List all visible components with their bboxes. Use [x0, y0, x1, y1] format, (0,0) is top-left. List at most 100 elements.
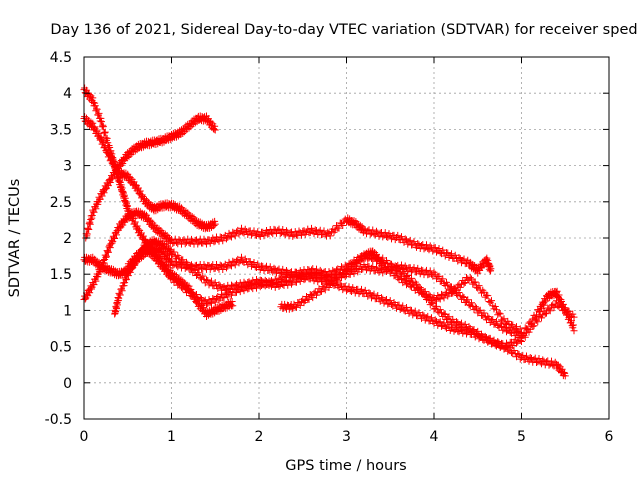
data-point	[541, 310, 549, 318]
data-point	[183, 258, 190, 266]
data-point	[519, 351, 527, 359]
data-point	[379, 269, 387, 277]
data-point	[529, 322, 537, 330]
data-point	[260, 232, 268, 240]
data-point	[103, 134, 111, 142]
data-point	[249, 285, 257, 293]
data-point	[101, 128, 109, 136]
data-point	[180, 282, 188, 290]
data-point	[516, 336, 524, 344]
data-point	[291, 228, 299, 236]
data-point	[291, 303, 299, 311]
data-point	[116, 291, 124, 299]
data-point	[435, 244, 443, 252]
data-point	[215, 281, 223, 289]
data-point	[238, 253, 245, 261]
data-point	[102, 253, 110, 261]
data-point	[236, 288, 244, 296]
data-point	[465, 323, 473, 331]
data-point	[106, 244, 114, 252]
data-point	[376, 257, 384, 265]
data-point	[474, 327, 482, 335]
data-point	[350, 263, 358, 271]
data-point	[324, 228, 332, 236]
data-point	[468, 299, 475, 307]
data-point	[85, 225, 93, 233]
data-point	[530, 322, 538, 330]
data-point	[206, 239, 214, 247]
data-point	[125, 205, 133, 213]
data-point	[374, 291, 382, 299]
data-point	[211, 126, 219, 134]
data-point	[565, 307, 573, 315]
data-point	[111, 235, 119, 243]
data-point	[309, 294, 317, 302]
data-point	[101, 186, 109, 194]
data-point	[469, 326, 477, 334]
data-point	[338, 273, 345, 281]
data-point	[278, 278, 285, 286]
data-point	[458, 319, 465, 327]
data-point	[283, 227, 290, 235]
data-point	[329, 266, 337, 274]
data-point	[89, 99, 97, 107]
data-point	[333, 275, 340, 283]
data-point	[179, 256, 187, 264]
data-point	[455, 253, 463, 261]
data-point	[451, 251, 459, 259]
data-point	[296, 277, 304, 285]
data-point	[98, 118, 105, 126]
data-point	[440, 294, 448, 302]
series-track-3	[80, 113, 219, 233]
data-point	[213, 260, 220, 268]
data-point	[386, 297, 394, 305]
data-point	[470, 279, 478, 287]
data-point	[361, 286, 369, 294]
data-point	[228, 233, 235, 241]
data-point	[468, 275, 475, 283]
y-tick-label: 4	[63, 86, 72, 102]
data-point	[100, 189, 108, 197]
data-point	[345, 283, 353, 291]
data-point	[293, 303, 300, 311]
data-point	[421, 288, 429, 296]
data-point	[346, 266, 354, 274]
data-marks	[80, 84, 578, 380]
data-point	[556, 300, 564, 308]
data-point	[560, 369, 568, 377]
data-point	[460, 293, 468, 301]
data-point	[93, 105, 101, 113]
data-point	[470, 326, 478, 334]
data-point	[413, 283, 420, 291]
data-point	[250, 258, 258, 266]
x-tick-label: 1	[167, 429, 176, 445]
data-point	[211, 298, 219, 306]
data-point	[436, 306, 444, 314]
data-point	[396, 306, 404, 314]
data-point	[444, 314, 452, 322]
data-point	[484, 292, 492, 300]
data-point	[369, 262, 377, 270]
data-point	[203, 276, 210, 284]
data-point	[410, 264, 418, 272]
data-point	[389, 267, 397, 275]
data-point	[109, 157, 117, 165]
data-point	[193, 290, 200, 298]
data-point	[383, 296, 390, 304]
data-point	[495, 309, 503, 317]
data-point	[488, 316, 495, 324]
data-point	[471, 303, 479, 311]
data-point	[440, 310, 448, 318]
data-point	[539, 356, 547, 364]
data-point	[409, 280, 417, 288]
data-point	[405, 278, 413, 286]
data-point	[496, 310, 504, 318]
data-point	[518, 329, 525, 337]
data-point	[334, 276, 342, 284]
y-tick-label: 2	[63, 231, 72, 247]
data-point	[323, 272, 330, 280]
data-point	[118, 287, 126, 295]
data-point	[480, 309, 488, 317]
data-point	[431, 316, 439, 324]
data-point	[350, 270, 358, 278]
